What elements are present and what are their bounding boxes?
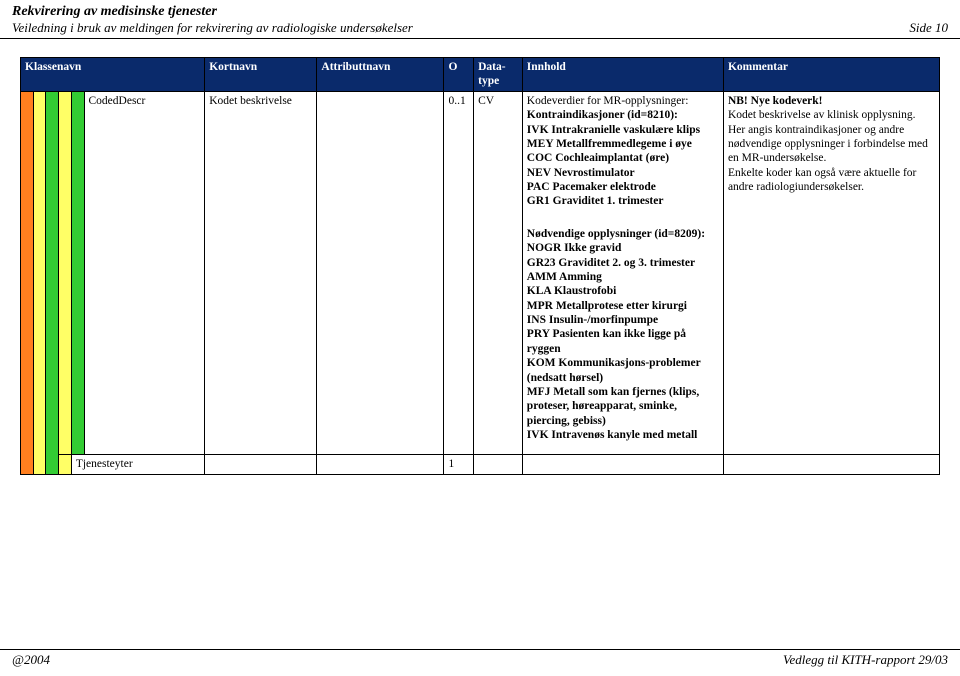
cell-klassenavn: CodedDescr — [84, 91, 205, 455]
cell-kommentar — [723, 455, 939, 474]
cell-attributtnavn — [317, 91, 444, 455]
cell-o: 1 — [444, 455, 474, 474]
innhold-line: IVK Intravenøs kanyle med metall — [527, 429, 698, 441]
innhold-line: MFJ Metall som kan fjernes (klips, prote… — [527, 386, 699, 427]
table-row: CodedDescr Kodet beskrivelse 0..1 CV Kod… — [21, 91, 940, 455]
kommentar-line: Enkelte koder kan også være aktuelle for… — [728, 167, 916, 193]
stripe-cell — [59, 91, 72, 455]
col-datatype: Data-type — [474, 58, 523, 92]
cell-innhold: Kodeverdier for MR-opplysninger: Kontrai… — [522, 91, 723, 455]
data-table: Klassenavn Kortnavn Attributtnavn O Data… — [20, 57, 940, 475]
col-kommentar: Kommentar — [723, 58, 939, 92]
innhold-line: KLA Klaustrofobi — [527, 285, 617, 297]
cell-attributtnavn — [317, 455, 444, 474]
kommentar-nb: NB! Nye kodeverk! — [728, 95, 823, 107]
cell-kortnavn — [205, 455, 317, 474]
stripe-cell — [33, 91, 46, 474]
innhold-line: PRY Pasienten kan ikke ligge på ryggen — [527, 328, 686, 354]
innhold-line: PAC Pacemaker elektrode — [527, 181, 656, 193]
stripe-cell — [71, 91, 84, 455]
stripe-cell — [59, 455, 72, 474]
col-klassenavn: Klassenavn — [21, 58, 205, 92]
innhold-line: KOM Kommunikasjons-problemer (nedsatt hø… — [527, 357, 701, 383]
content-area: Klassenavn Kortnavn Attributtnavn O Data… — [0, 39, 960, 475]
innhold-heading-2: Nødvendige opplysninger (id=8209): — [527, 228, 705, 240]
stripe-cell — [46, 91, 59, 474]
page-header: Rekvirering av medisinske tjenester Veil… — [0, 0, 960, 39]
innhold-line: MEY Metallfremmedlegeme i øye — [527, 138, 692, 150]
innhold-line: NOGR Ikke gravid — [527, 242, 622, 254]
header-title-2: Veiledning i bruk av meldingen for rekvi… — [12, 20, 413, 36]
cell-datatype: CV — [474, 91, 523, 455]
innhold-heading-1: Kodeverdier for MR-opplysninger: — [527, 95, 689, 107]
col-innhold: Innhold — [522, 58, 723, 92]
stripe-cell — [21, 91, 34, 474]
page-footer: @2004 Vedlegg til KITH-rapport 29/03 — [0, 649, 960, 668]
table-row: Tjenesteyter 1 — [21, 455, 940, 474]
cell-datatype — [474, 455, 523, 474]
innhold-line: Kontraindikasjoner (id=8210): — [527, 109, 678, 121]
header-title-1: Rekvirering av medisinske tjenester — [12, 4, 948, 20]
col-o: O — [444, 58, 474, 92]
innhold-line: IVK Intrakranielle vaskulære klips — [527, 124, 700, 136]
innhold-line: AMM Amming — [527, 271, 602, 283]
kommentar-line: Her angis kontraindikasjoner og andre nø… — [728, 124, 928, 165]
cell-klassenavn: Tjenesteyter — [71, 455, 204, 474]
cell-kortnavn: Kodet beskrivelse — [205, 91, 317, 455]
col-kortnavn: Kortnavn — [205, 58, 317, 92]
innhold-line: INS Insulin-/morfinpumpe — [527, 314, 658, 326]
innhold-line: GR23 Graviditet 2. og 3. trimester — [527, 257, 695, 269]
header-page-number: Side 10 — [909, 20, 948, 36]
table-header-row: Klassenavn Kortnavn Attributtnavn O Data… — [21, 58, 940, 92]
col-attributtnavn: Attributtnavn — [317, 58, 444, 92]
cell-kommentar: NB! Nye kodeverk! Kodet beskrivelse av k… — [723, 91, 939, 455]
innhold-line: MPR Metallprotese etter kirurgi — [527, 300, 687, 312]
cell-innhold — [522, 455, 723, 474]
footer-right: Vedlegg til KITH-rapport 29/03 — [783, 652, 948, 668]
cell-o: 0..1 — [444, 91, 474, 455]
footer-left: @2004 — [12, 652, 50, 668]
kommentar-line: Kodet beskrivelse av klinisk opplysning. — [728, 109, 916, 121]
innhold-line: COC Cochleaimplantat (øre) — [527, 152, 669, 164]
innhold-line: NEV Nevrostimulator — [527, 167, 635, 179]
innhold-line: GR1 Graviditet 1. trimester — [527, 195, 664, 207]
